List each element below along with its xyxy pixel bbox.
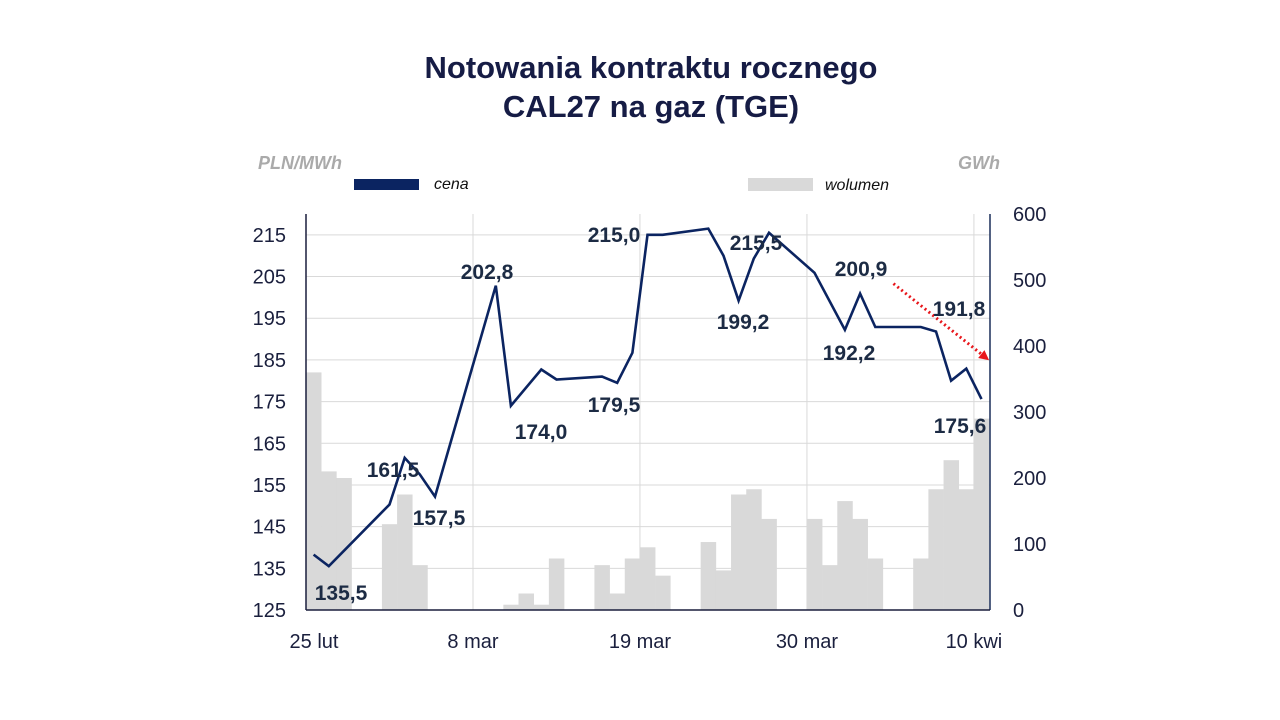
x-tick-label: 10 kwi bbox=[946, 631, 1003, 653]
volume-bar bbox=[973, 418, 990, 610]
data-label: 135,5 bbox=[315, 582, 368, 605]
chart-title-line-1: Notowania kontraktu rocznego bbox=[424, 50, 878, 85]
y-left-tick-label: 195 bbox=[253, 308, 286, 330]
y-right-tick-label: 200 bbox=[1013, 468, 1046, 490]
x-tick-label: 19 mar bbox=[609, 631, 672, 653]
y-left-tick-label: 185 bbox=[253, 350, 286, 372]
data-label: 157,5 bbox=[413, 507, 466, 530]
volume-bar bbox=[837, 501, 853, 610]
y-left-tick-label: 145 bbox=[253, 517, 286, 539]
trend-arrow-line bbox=[892, 282, 983, 356]
volume-bar bbox=[594, 565, 610, 610]
volume-bar bbox=[867, 558, 884, 610]
left-axis-unit: PLN/MWh bbox=[258, 153, 342, 173]
y-left-tick-label: 175 bbox=[253, 392, 286, 414]
data-label: 202,8 bbox=[461, 261, 514, 284]
chart-title: Notowania kontraktu rocznego CAL27 na ga… bbox=[0, 48, 1280, 126]
y-left-tick-label: 125 bbox=[253, 600, 286, 622]
volume-bar bbox=[958, 489, 975, 610]
volume-bar bbox=[852, 518, 868, 610]
volume-bar bbox=[822, 565, 838, 610]
volume-bar bbox=[700, 542, 717, 610]
volume-bar bbox=[624, 558, 641, 610]
price-line bbox=[312, 227, 990, 568]
legend-swatch-wolumen bbox=[748, 178, 813, 191]
chart-title-line-2: CAL27 na gaz (TGE) bbox=[502, 89, 800, 124]
volume-bar bbox=[928, 489, 944, 610]
volume-bar bbox=[761, 518, 777, 610]
volume-bar bbox=[639, 547, 656, 610]
legend-label-cena: cena bbox=[434, 176, 469, 193]
volume-bar bbox=[412, 565, 428, 610]
volume-bar bbox=[806, 518, 823, 610]
volume-bar bbox=[397, 494, 413, 610]
data-label: 200,9 bbox=[835, 258, 888, 281]
y-right-tick-label: 400 bbox=[1013, 336, 1046, 358]
y-left-tick-label: 205 bbox=[253, 267, 286, 289]
data-label: 161,5 bbox=[367, 459, 420, 482]
data-label: 179,5 bbox=[588, 394, 641, 417]
volume-bar bbox=[381, 524, 398, 610]
data-label: 199,2 bbox=[717, 311, 770, 334]
y-left-tick-label: 165 bbox=[253, 433, 286, 455]
y-right-tick-label: 500 bbox=[1013, 270, 1046, 292]
volume-bar bbox=[746, 489, 762, 610]
y-left-tick-label: 135 bbox=[253, 558, 286, 580]
right-axis-unit: GWh bbox=[958, 153, 1000, 173]
volume-bar bbox=[336, 478, 352, 610]
data-labels: 135,5 161,5 157,5 202,8 174,0 179,5 215,0 199,2… bbox=[315, 224, 987, 605]
volume-bar bbox=[518, 593, 534, 610]
y-right-tick-label: 300 bbox=[1013, 402, 1046, 424]
y-right-tick-label: 0 bbox=[1013, 600, 1024, 622]
legend-swatch-cena bbox=[354, 179, 419, 190]
volume-bar bbox=[715, 570, 732, 610]
data-label: 192,2 bbox=[823, 342, 876, 365]
data-label: 215,5 bbox=[730, 232, 783, 255]
data-label: 175,6 bbox=[934, 415, 987, 438]
y-right-tick-label: 100 bbox=[1013, 534, 1046, 556]
y-left-tick-label: 215 bbox=[253, 225, 286, 247]
volume-bar bbox=[533, 604, 550, 610]
y-right-tick-label: 600 bbox=[1013, 204, 1046, 226]
x-tick-label: 25 lut bbox=[290, 631, 339, 653]
volume-bar bbox=[655, 575, 671, 610]
data-label: 215,0 bbox=[588, 224, 641, 247]
volume-bar bbox=[503, 604, 519, 610]
y-left-tick-label: 155 bbox=[253, 475, 286, 497]
x-tick-label: 30 mar bbox=[776, 631, 839, 653]
volume-bar bbox=[306, 372, 322, 610]
legend-label-wolumen: wolumen bbox=[825, 177, 889, 194]
data-label: 191,8 bbox=[933, 298, 986, 321]
volume-bar bbox=[321, 471, 337, 610]
data-label: 174,0 bbox=[515, 421, 568, 444]
volume-bar bbox=[609, 593, 626, 610]
gridlines bbox=[306, 214, 990, 610]
x-tick-label: 8 mar bbox=[447, 631, 498, 653]
volume-bar bbox=[548, 558, 565, 610]
volume-bars bbox=[306, 372, 990, 610]
axes: 125 135 145 155 165 175 185 195 205 215 0 100 200 300… bbox=[253, 204, 1047, 653]
volume-bar bbox=[731, 494, 747, 610]
trend-arrow-head bbox=[978, 350, 990, 361]
volume-bar bbox=[943, 460, 960, 610]
volume-bar bbox=[913, 558, 929, 610]
